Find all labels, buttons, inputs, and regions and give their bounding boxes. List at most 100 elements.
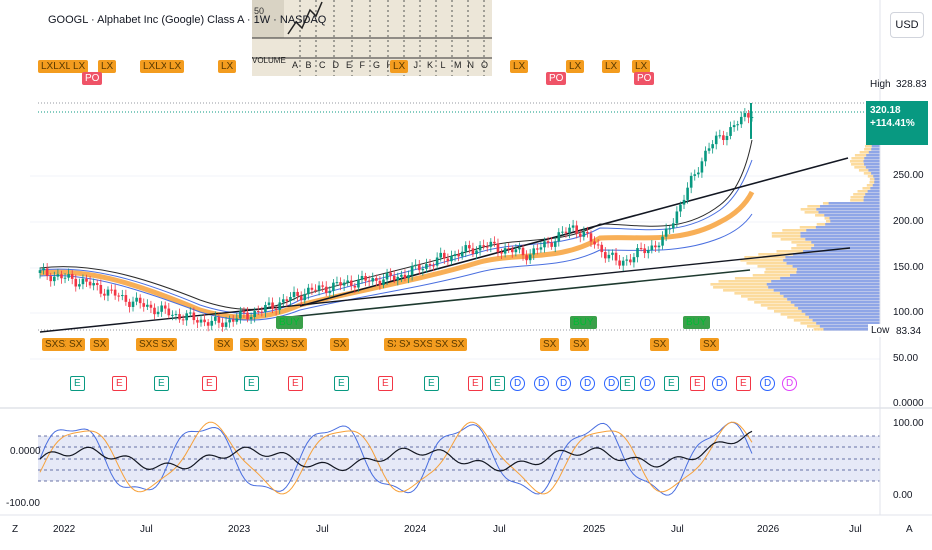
osc-left-tick-neg100: -100.00 (6, 498, 40, 509)
earnings-event-marker[interactable]: E (378, 376, 393, 391)
candle-body (407, 275, 410, 279)
time-axis-label: 2023 (228, 524, 251, 535)
candle-body (510, 248, 514, 253)
volume-profile-bar (871, 145, 880, 148)
volume-profile-bar (805, 313, 880, 316)
price-tick-100: 100.00 (893, 307, 924, 318)
auto-scale-button[interactable]: A (906, 524, 913, 535)
dividend-event-marker[interactable]: D (760, 376, 776, 391)
dividend-event-marker[interactable]: D (604, 376, 620, 391)
volume-profile-bar (780, 277, 880, 280)
time-axis-label: 2024 (404, 524, 427, 535)
thumbnail-letter: E (346, 60, 353, 70)
earnings-event-marker[interactable]: E (154, 376, 169, 391)
dividend-event-marker[interactable]: D (782, 376, 798, 391)
candle-body (675, 211, 679, 224)
candle-body (196, 320, 199, 323)
earnings-event-marker[interactable]: E (468, 376, 483, 391)
zoom-reset-button[interactable]: Z (12, 524, 19, 535)
volume-profile-bar (783, 295, 880, 298)
symbol-title[interactable]: GOOGL · Alphabet Inc (Google) Class A · … (48, 14, 327, 26)
dividend-event-marker[interactable]: D (580, 376, 596, 391)
osc-tick-100: 100.00 (893, 418, 924, 429)
volume-profile-bar (870, 187, 880, 190)
candle-body (292, 291, 296, 297)
price-tick-50: 50.00 (893, 353, 919, 364)
candle-body (138, 297, 142, 304)
thumbnail-letter: O (481, 60, 489, 70)
earnings-event-marker[interactable]: E (70, 376, 85, 391)
signal-lx-tag: LX (70, 60, 89, 73)
signal-po-tag: PO (634, 72, 655, 85)
earnings-event-marker[interactable]: E (244, 376, 259, 391)
earnings-event-marker[interactable]: E (334, 376, 349, 391)
signal-lx-tag: LX (166, 60, 185, 73)
candle-body (528, 254, 532, 261)
volume-profile-bar (801, 310, 880, 313)
earnings-event-marker[interactable]: E (112, 376, 127, 391)
last-price-marker: 320.18 +114.41% (866, 101, 928, 145)
lower-trend-line-2 (279, 269, 751, 319)
candle-body (38, 270, 42, 273)
candle-body (364, 276, 367, 281)
candle-body (56, 274, 60, 277)
upper-channel-line (299, 157, 849, 307)
earnings-event-marker[interactable]: E (664, 376, 679, 391)
earnings-event-marker[interactable]: E (202, 376, 217, 391)
candle-body (110, 289, 113, 291)
candle-body (618, 260, 621, 266)
candle-body (596, 244, 600, 246)
candle-body (163, 305, 167, 309)
earnings-event-marker[interactable]: E (424, 376, 439, 391)
currency-button[interactable]: USD (890, 12, 924, 38)
candle-body (328, 290, 332, 294)
volume-profile-bar (812, 319, 880, 322)
signal-buy-tag: BUY (683, 316, 710, 329)
earnings-event-marker[interactable]: E (736, 376, 751, 391)
candle-body (546, 241, 550, 243)
candle-body (253, 311, 256, 318)
volume-profile-bar (808, 316, 880, 319)
candle-body (317, 285, 321, 291)
candle-body (88, 281, 92, 286)
thumbnail-letter: B (305, 60, 312, 70)
volume-profile-bar (779, 292, 880, 295)
earnings-event-marker[interactable]: E (490, 376, 505, 391)
signal-lx-tag: LX (602, 60, 621, 73)
candle-body (521, 247, 525, 256)
osc-tick-0: 0.00 (893, 490, 913, 501)
thumbnail-letter: C (319, 60, 326, 70)
dividend-event-marker[interactable]: D (640, 376, 656, 391)
dividend-event-marker[interactable]: D (510, 376, 526, 391)
earnings-event-marker[interactable]: E (690, 376, 705, 391)
candle-body (307, 287, 310, 295)
earnings-event-marker[interactable]: E (288, 376, 303, 391)
dividend-event-marker[interactable]: D (534, 376, 550, 391)
candle-body (357, 279, 360, 288)
candle-body (661, 236, 664, 246)
candle-body (228, 319, 231, 323)
candle-body (439, 252, 443, 258)
candle-body (185, 313, 188, 321)
dividend-event-marker[interactable]: D (556, 376, 572, 391)
candle-body (181, 319, 185, 321)
candle-body (639, 248, 643, 250)
volume-profile-bar (811, 241, 880, 244)
signal-lx-tag: LX (510, 60, 529, 73)
candle-body (518, 247, 521, 250)
volume-profile-bar (771, 280, 880, 283)
candle-body (435, 257, 439, 266)
signal-sx-tag: SX (214, 338, 234, 351)
candle-body (146, 304, 149, 307)
candle-body (611, 252, 614, 255)
candle-body (586, 231, 589, 234)
candle-body (621, 260, 625, 266)
candle-body (400, 274, 403, 277)
candle-body (63, 277, 67, 279)
earnings-event-marker[interactable]: E (620, 376, 635, 391)
candle-body (95, 283, 99, 285)
candle-body (539, 247, 543, 250)
dividend-event-marker[interactable]: D (712, 376, 728, 391)
ma-line-dark (39, 139, 753, 310)
